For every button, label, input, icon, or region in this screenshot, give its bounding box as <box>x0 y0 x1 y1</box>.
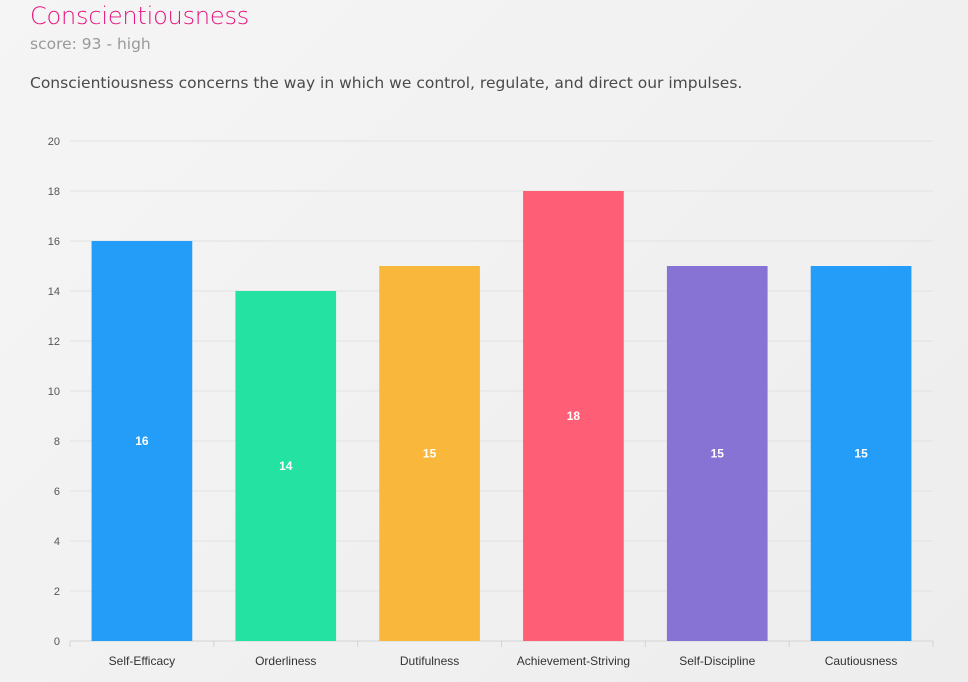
y-tick-label: 4 <box>54 536 60 548</box>
y-tick-label: 6 <box>54 486 60 498</box>
x-category-label: Dutifulness <box>400 654 459 668</box>
y-tick-label: 14 <box>48 286 60 298</box>
bar-value-label: 16 <box>135 434 149 448</box>
bar-dutifulness[interactable] <box>379 266 480 641</box>
bar-orderliness[interactable] <box>235 291 337 641</box>
y-tick-label: 0 <box>54 636 60 648</box>
y-tick-label: 16 <box>48 236 60 248</box>
label-layer: 0 2 4 6 8 10 12 14 16 18 20 16 Self-Efficacy 14 Orderl… <box>48 136 898 668</box>
bar-value-label: 15 <box>423 447 437 461</box>
x-category-label: Cautiousness <box>825 654 898 668</box>
bar-value-label: 15 <box>854 447 868 461</box>
bar-value-label: 18 <box>567 409 581 423</box>
bar-self-efficacy[interactable] <box>91 241 193 641</box>
x-category-label: Achievement-Striving <box>517 654 630 668</box>
grid-layer <box>69 140 934 647</box>
bar-value-label: 15 <box>711 447 725 461</box>
page-title: Conscientiousness <box>30 2 250 30</box>
header: Conscientiousness score: 93 - high <box>30 0 249 55</box>
bar-value-label: 14 <box>279 459 293 473</box>
score-text: score: 93 - high <box>30 35 151 53</box>
y-tick-label: 8 <box>54 436 60 448</box>
x-category-label: Self-Efficacy <box>109 654 175 668</box>
y-tick-label: 2 <box>54 586 60 598</box>
x-category-label: Self-Discipline <box>679 654 755 668</box>
bar-self-discipline[interactable] <box>666 266 768 641</box>
trait-description: Conscientiousness concerns the way in wh… <box>30 74 743 92</box>
y-tick-label: 18 <box>48 186 60 198</box>
x-category-label: Orderliness <box>255 654 316 668</box>
bar-cautiousness[interactable] <box>810 266 912 641</box>
bar-achievement-striving[interactable] <box>523 191 624 641</box>
bar-layer <box>91 191 912 641</box>
y-tick-label: 20 <box>48 136 60 148</box>
y-tick-label: 12 <box>48 336 60 348</box>
y-tick-label: 10 <box>48 386 60 398</box>
